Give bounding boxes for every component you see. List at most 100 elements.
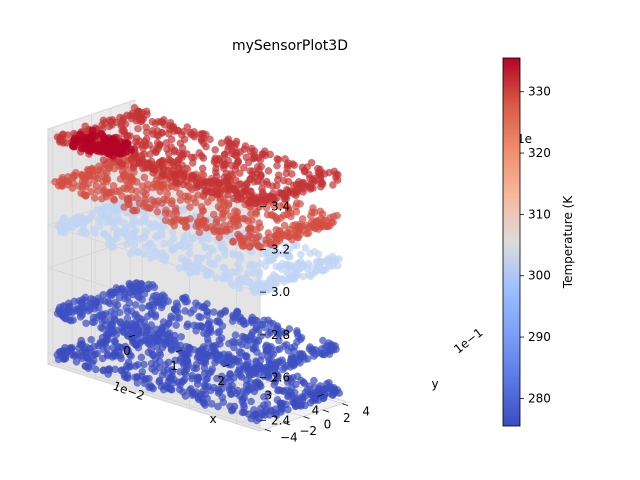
scatter-point xyxy=(314,250,323,259)
scatter-point xyxy=(154,145,162,153)
hotspot-point xyxy=(69,140,78,149)
scatter-point xyxy=(211,146,220,154)
scatter-point xyxy=(273,161,281,170)
scatter-point xyxy=(155,158,164,167)
scatter-point xyxy=(201,354,210,362)
scatter-point xyxy=(181,192,190,201)
scatter-point xyxy=(172,321,180,330)
scatter-point xyxy=(219,398,228,407)
scatter-point xyxy=(135,157,144,166)
scatter-point xyxy=(152,251,160,260)
z-tick-label: 2.4 xyxy=(271,413,290,427)
x-tick-label: 1 xyxy=(170,359,178,373)
scatter-point xyxy=(133,337,142,346)
scatter-point xyxy=(195,228,204,237)
scatter-point xyxy=(171,304,179,313)
scatter-point xyxy=(284,346,293,355)
scatter-point xyxy=(90,194,99,202)
scatter-point xyxy=(140,195,149,204)
scatter-point xyxy=(132,134,141,143)
y-tick xyxy=(342,403,349,406)
colorbar-label: Temperature (K xyxy=(561,195,575,290)
scatter-point xyxy=(329,342,337,351)
scatter-point xyxy=(134,248,143,256)
scatter-point xyxy=(314,168,323,177)
scatter-point xyxy=(186,203,194,211)
scatter-point xyxy=(254,336,263,345)
scatter-point xyxy=(108,243,116,252)
scatter-point xyxy=(152,291,161,300)
scatter-point xyxy=(183,322,191,331)
hotspot-point xyxy=(78,144,86,153)
scatter-point xyxy=(204,338,213,347)
z-tick-label: 3.2 xyxy=(271,242,290,256)
scatter-point xyxy=(278,358,287,367)
hotspot-point xyxy=(76,130,85,139)
scatter-point xyxy=(287,212,295,221)
scatter-point xyxy=(167,199,176,208)
scatter-point xyxy=(329,181,337,189)
scatter-point xyxy=(132,310,140,319)
y-offset-label: 1e−1 xyxy=(451,325,485,356)
x-tick-label: 4 xyxy=(312,404,320,418)
scatter-point xyxy=(333,211,341,220)
x-tick xyxy=(270,379,277,383)
scatter-point xyxy=(87,187,95,196)
scatter-point xyxy=(247,260,255,268)
scatter-point xyxy=(220,271,229,280)
scatter-point xyxy=(113,301,122,309)
scatter-point xyxy=(318,222,327,231)
scatter-point xyxy=(256,223,265,232)
scatter-point xyxy=(104,370,113,378)
scatter-point xyxy=(177,378,186,386)
scatter-point xyxy=(140,232,149,241)
scatter-point xyxy=(248,269,257,277)
scatter-point xyxy=(311,224,319,232)
scatter-point xyxy=(138,303,147,312)
scatter-point xyxy=(297,376,306,385)
chart-title: mySensorPlot3D xyxy=(232,38,348,54)
x-tick xyxy=(317,394,324,397)
scatter-point xyxy=(194,191,202,199)
scatter-point xyxy=(177,332,186,341)
scatter-point xyxy=(197,322,205,330)
scatter-point xyxy=(78,311,86,319)
scatter-point xyxy=(206,259,214,267)
scatter-point xyxy=(93,187,102,195)
scatter-point xyxy=(200,381,209,389)
scatter-point xyxy=(181,297,190,306)
scatter-point xyxy=(88,359,97,367)
scatter-point xyxy=(244,386,253,395)
scatter-point xyxy=(82,191,90,200)
scatter-point xyxy=(90,318,99,326)
hotspot-point xyxy=(117,143,126,152)
scatter-point xyxy=(143,110,151,119)
scatter-point xyxy=(203,330,211,338)
scatter-point xyxy=(111,365,120,374)
scatter-point xyxy=(293,187,302,195)
scatter-point xyxy=(75,182,83,190)
scatter-point xyxy=(101,174,110,183)
scatter-point xyxy=(308,348,316,356)
scatter-point xyxy=(296,200,305,208)
scatter-point xyxy=(188,374,196,383)
scatter-point xyxy=(322,257,331,265)
scatter-point xyxy=(181,216,190,225)
scatter-point xyxy=(249,344,258,353)
scatter-point xyxy=(193,380,202,389)
scatter-point xyxy=(258,188,267,196)
colorbar-tick-label: 330 xyxy=(528,85,551,99)
scatter-point xyxy=(164,320,173,328)
y-tick-label: −2 xyxy=(299,424,317,438)
scatter-point xyxy=(103,351,112,360)
scatter-point xyxy=(274,386,283,394)
scatter-point xyxy=(212,172,221,181)
scatter-point xyxy=(232,268,241,276)
scatter-point xyxy=(242,352,251,361)
scatter-point xyxy=(254,242,263,251)
scatter-point xyxy=(109,195,118,203)
scatter-point xyxy=(122,240,131,249)
scatter-point xyxy=(268,182,277,190)
scatter-point xyxy=(167,342,176,351)
scatter-point xyxy=(235,169,244,178)
